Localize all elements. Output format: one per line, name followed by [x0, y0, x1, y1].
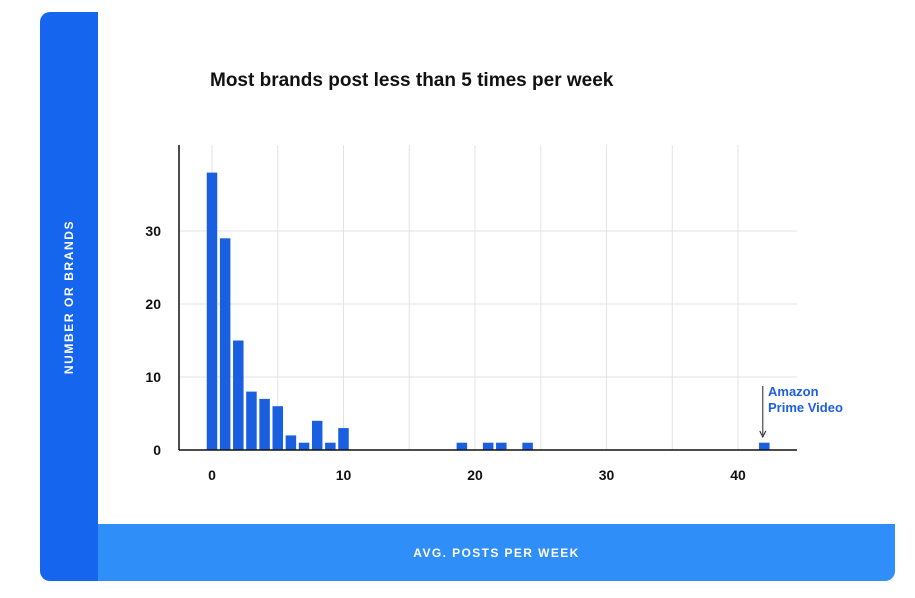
- bars: [206, 172, 770, 450]
- annotation-label-line2: Prime Video: [768, 400, 843, 415]
- grid-lines: [179, 145, 797, 450]
- x-tick-label: 40: [730, 467, 746, 483]
- tick-labels: 0 10 20 30 40 0 10 20 30: [145, 223, 746, 483]
- x-tick-label: 0: [208, 467, 216, 483]
- bar: [456, 442, 468, 450]
- bar: [246, 391, 257, 450]
- y-tick-label: 20: [145, 296, 161, 312]
- bar: [496, 442, 507, 450]
- annotation-arrow-head: [759, 430, 767, 439]
- x-tick-label: 30: [599, 467, 615, 483]
- bar: [338, 428, 349, 450]
- y-axis-band: NUMBER OR BRANDS: [40, 12, 98, 581]
- x-axis-band: AVG. POSTS PER WEEK: [98, 524, 895, 581]
- x-tick-label: 20: [467, 467, 483, 483]
- y-tick-label: 0: [153, 442, 161, 458]
- annotation-label-line1: Amazon: [768, 384, 819, 399]
- bar: [759, 442, 770, 450]
- chart-title: Most brands post less than 5 times per w…: [210, 70, 614, 91]
- bar: [298, 442, 310, 450]
- bar: [259, 398, 270, 450]
- x-tick-label: 10: [336, 467, 352, 483]
- bar: [272, 406, 283, 450]
- x-axis-label: AVG. POSTS PER WEEK: [413, 545, 580, 560]
- chart-card: NUMBER OR BRANDS AVG. POSTS PER WEEK: [40, 12, 895, 581]
- bar: [219, 238, 231, 450]
- bar: [285, 435, 297, 450]
- bar: [325, 442, 336, 450]
- bar: [482, 442, 494, 450]
- bar: [522, 442, 533, 450]
- bar: [233, 340, 244, 450]
- axes: [178, 145, 797, 451]
- bar: [311, 420, 323, 450]
- y-tick-label: 30: [145, 223, 161, 239]
- annotation: Amazon Prime Video: [759, 384, 843, 439]
- y-tick-label: 10: [145, 369, 161, 385]
- bar: [206, 172, 218, 450]
